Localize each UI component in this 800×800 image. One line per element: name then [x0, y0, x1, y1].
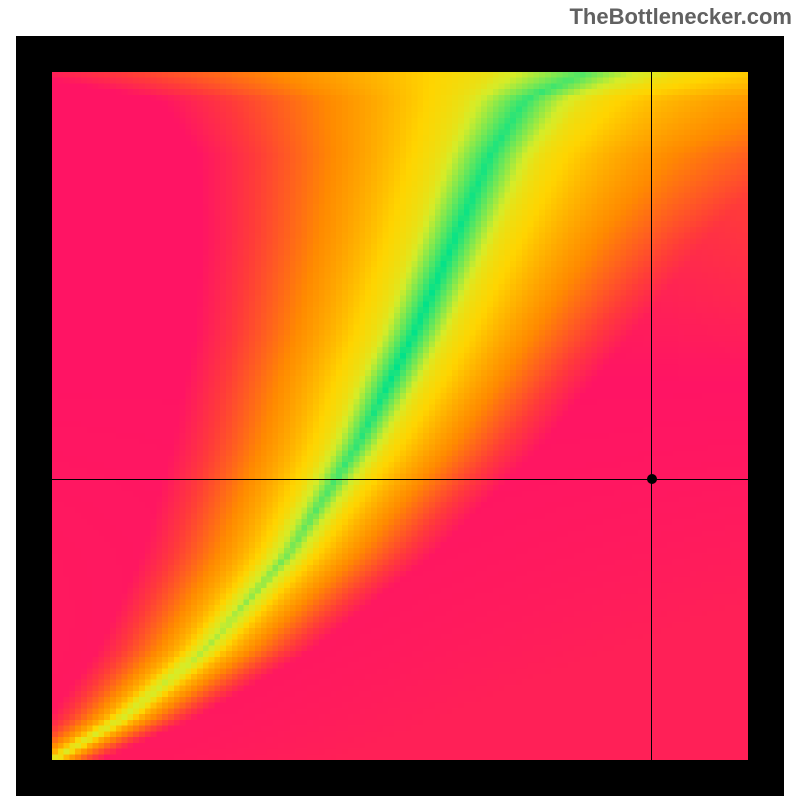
- marker-point: [647, 474, 657, 484]
- crosshair-vertical: [651, 72, 652, 760]
- plot-area: [52, 72, 748, 760]
- chart-container: TheBottlenecker.com: [0, 0, 800, 800]
- title-text: TheBottlenecker.com: [569, 4, 792, 30]
- heatmap-canvas: [52, 72, 748, 760]
- plot-frame: [16, 36, 784, 796]
- crosshair-horizontal: [52, 479, 748, 480]
